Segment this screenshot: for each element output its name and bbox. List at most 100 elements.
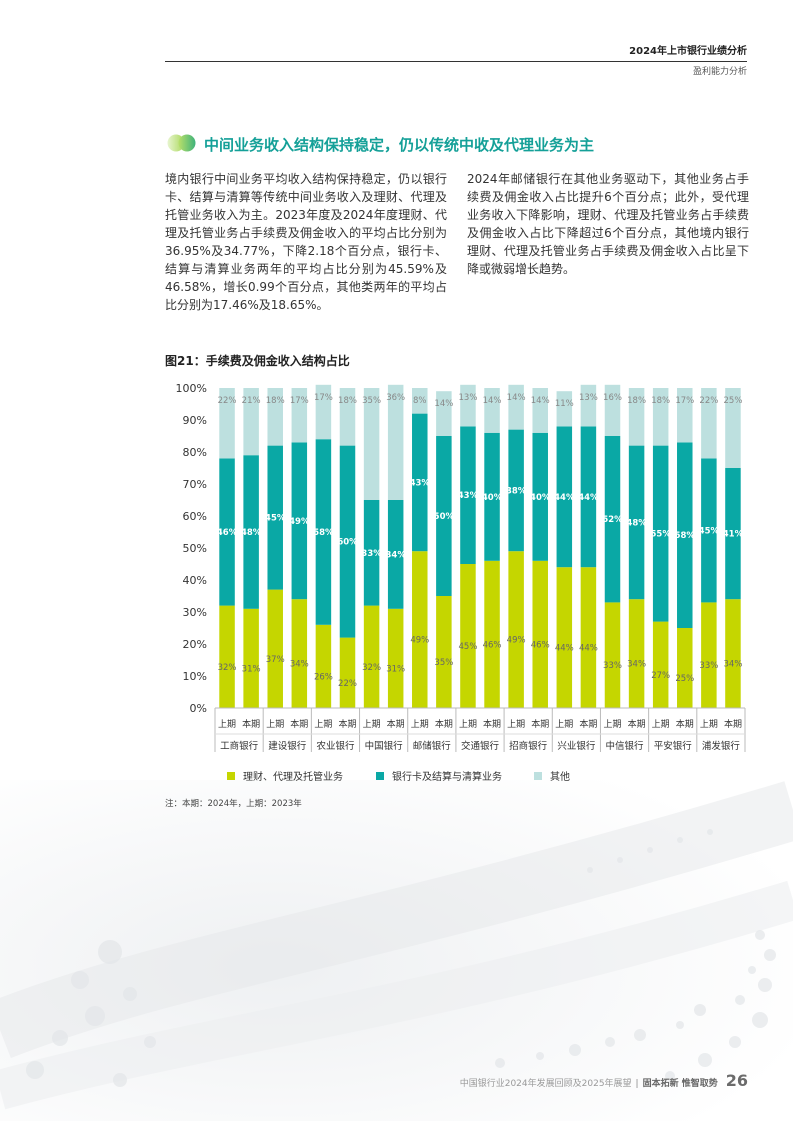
x-tick-label: 本期 — [724, 718, 742, 730]
bar-segment — [387, 608, 404, 708]
bar-segment — [604, 436, 621, 603]
bar-segment — [556, 426, 573, 568]
bar-segment — [652, 621, 669, 708]
background-bokeh-decoration — [0, 780, 793, 1121]
data-label: 50% — [434, 512, 455, 522]
data-label: 33% — [361, 549, 382, 559]
bar-segment — [508, 429, 524, 552]
x-tick-label: 上期 — [218, 719, 236, 730]
bar-segment — [363, 500, 380, 606]
x-tick-label: 上期 — [700, 719, 718, 730]
bar-segment — [580, 384, 597, 427]
data-label: 58% — [675, 531, 696, 541]
bank-label: 交通银行 — [461, 740, 500, 752]
data-label: 52% — [602, 515, 623, 525]
data-label: 14% — [483, 396, 502, 406]
data-label: 34% — [627, 660, 646, 670]
bar-segment — [460, 564, 476, 708]
x-tick-label: 上期 — [603, 719, 621, 730]
bar-segment — [339, 445, 356, 638]
bar-segment — [363, 605, 380, 708]
bar-segment — [677, 628, 693, 708]
data-label: 17% — [290, 396, 309, 406]
data-label: 46% — [531, 640, 550, 650]
x-tick-label: 上期 — [266, 719, 284, 730]
bar-segment — [484, 432, 500, 561]
bar-segment — [652, 388, 669, 446]
figure-note: 注：本期：2024年，上期：2023年 — [165, 799, 302, 809]
bank-label: 浦发银行 — [702, 740, 741, 752]
bank-label: 中信银行 — [606, 740, 645, 752]
x-tick-label: 上期 — [507, 719, 525, 730]
data-label: 43% — [458, 491, 479, 501]
leaf-icon — [167, 134, 196, 152]
x-tick-label: 本期 — [579, 718, 597, 730]
bar-segment — [508, 384, 524, 430]
x-tick-label: 本期 — [676, 718, 694, 730]
bar-segment — [604, 602, 621, 708]
bar-segment — [412, 413, 428, 552]
data-label: 43% — [410, 478, 431, 488]
footer-report-title: 中国银行业2024年发展回顾及2025年展望 — [459, 1079, 632, 1089]
data-label: 14% — [434, 399, 453, 409]
x-tick-label: 本期 — [290, 718, 308, 730]
data-label: 34% — [724, 660, 743, 670]
data-label: 18% — [627, 396, 646, 406]
bank-label: 建设银行 — [268, 740, 307, 752]
legend-swatch-wealth — [227, 771, 235, 780]
data-label: 14% — [507, 393, 526, 403]
data-label: 33% — [699, 661, 718, 671]
data-label: 31% — [386, 664, 405, 674]
x-tick-label: 本期 — [242, 718, 260, 730]
bar-segment — [628, 445, 645, 600]
data-label: 13% — [459, 393, 478, 403]
figure-title: 图21：手续费及佣金收入结构占比 — [165, 354, 350, 368]
x-tick-label: 本期 — [531, 718, 549, 730]
data-label: 25% — [724, 396, 743, 406]
page-number: 26 — [725, 1071, 748, 1090]
data-label: 40% — [530, 493, 551, 503]
data-label: 32% — [218, 663, 237, 673]
data-label: 22% — [338, 679, 357, 689]
bar-segment — [508, 551, 524, 708]
bar-segment — [363, 388, 380, 500]
y-tick-label: 20% — [183, 638, 207, 651]
bar-segment — [532, 560, 548, 708]
data-label: 17% — [675, 396, 694, 406]
bar-segment — [725, 388, 741, 468]
data-label: 40% — [482, 493, 503, 503]
data-label: 60% — [337, 538, 358, 548]
legend-label-other: 其他 — [550, 772, 570, 783]
bar-segment — [436, 391, 452, 436]
y-tick-label: 80% — [183, 446, 207, 459]
bar-segment — [436, 436, 452, 596]
bar-segment — [604, 384, 621, 436]
header-subtitle: 盈利能力分析 — [692, 67, 747, 77]
bar-segment — [243, 455, 259, 609]
data-label: 22% — [218, 396, 237, 406]
legend-item-other: 其他 — [534, 768, 570, 783]
bank-label: 邮储银行 — [413, 740, 452, 752]
section-title: 中间业务收入结构保持稳定，仍以传统中收及代理业务为主 — [204, 136, 595, 154]
bar-segment — [412, 388, 428, 414]
legend-label-wealth: 理财、代理及托管业务 — [243, 772, 343, 783]
x-tick-label: 上期 — [411, 719, 429, 730]
bar-segment — [219, 605, 235, 708]
bank-label: 兴业银行 — [557, 740, 596, 752]
bar-segment — [556, 567, 573, 708]
bar-segment — [291, 599, 308, 708]
y-tick-label: 30% — [183, 606, 207, 619]
y-tick-label: 70% — [183, 478, 207, 491]
data-label: 18% — [338, 396, 357, 406]
bar-segment — [701, 388, 717, 459]
header-title: 2024年上市银行业绩分析 — [629, 46, 747, 57]
data-label: 48% — [626, 518, 647, 528]
bar-segment — [267, 388, 283, 446]
bar-segment — [291, 388, 308, 443]
bar-segment — [243, 388, 259, 456]
footer-slogan: 固本拓新 惟智取势 — [642, 1079, 718, 1089]
data-label: 13% — [579, 393, 598, 403]
data-label: 33% — [603, 661, 622, 671]
x-tick-label: 上期 — [652, 719, 670, 730]
x-tick-label: 上期 — [459, 719, 477, 730]
